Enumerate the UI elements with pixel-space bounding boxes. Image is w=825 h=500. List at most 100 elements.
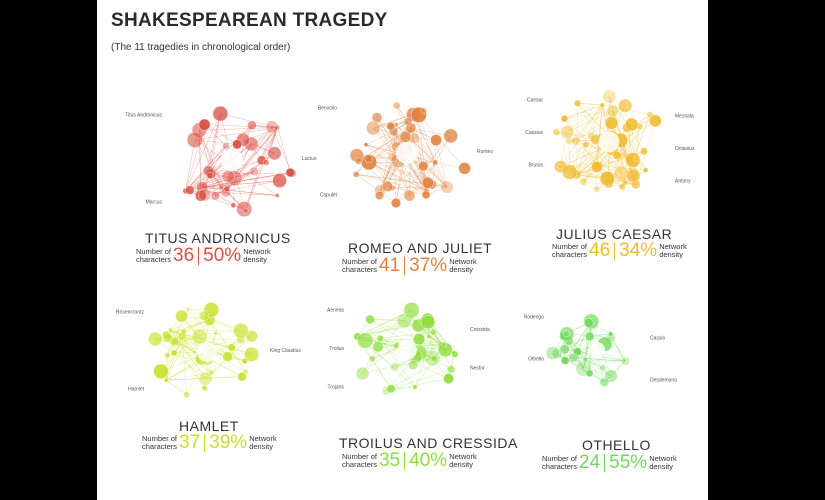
network-edge [357, 309, 412, 337]
node-label: Brutus [529, 162, 544, 168]
character-count: 37 [179, 432, 201, 453]
network-edge [170, 315, 205, 331]
network-edge [575, 104, 603, 142]
network-nodes [552, 89, 662, 193]
character-node [618, 98, 633, 113]
network-edge [369, 319, 446, 351]
character-node [612, 151, 622, 160]
character-node [413, 333, 426, 346]
network-edge [202, 180, 280, 188]
network-edge [356, 174, 433, 185]
network-edge [387, 165, 424, 187]
network-edge [607, 114, 651, 179]
network-graph: Caesar Messala Cassius Octavius Brutus Antony [525, 89, 695, 193]
play-title: ROMEO AND JULIET [348, 240, 493, 256]
character-count: 46 [589, 240, 611, 261]
stats-divider [404, 257, 406, 275]
character-node [244, 346, 260, 362]
character-node [441, 341, 447, 347]
network-edge [567, 110, 613, 133]
network-edge [573, 357, 626, 362]
character-node [552, 348, 563, 359]
character-node [642, 167, 649, 173]
character-node [582, 141, 590, 148]
network-edge [569, 104, 603, 173]
character-node [242, 207, 249, 214]
character-node [560, 125, 574, 139]
network-edge [220, 113, 278, 128]
network-edge [423, 165, 448, 188]
node-label: Octavius [675, 146, 695, 152]
character-node [285, 167, 295, 178]
character-node [399, 131, 412, 143]
network-edge [564, 104, 603, 119]
network-hub [395, 141, 419, 165]
network-graph: Titus Andronicus Lucius Marcus [125, 105, 317, 218]
network-edge [277, 127, 291, 173]
network-edge [166, 379, 187, 396]
character-node [430, 355, 438, 362]
network-edge [202, 186, 278, 196]
network-hub [197, 342, 217, 362]
network-edge [209, 319, 246, 372]
character-node [175, 309, 188, 323]
network-edge [370, 319, 405, 321]
character-node [170, 337, 180, 347]
network-edge [412, 114, 448, 188]
network-edge [202, 171, 255, 188]
network-density: 55% [609, 452, 648, 473]
network-edge [226, 171, 255, 190]
character-node [408, 360, 418, 370]
network-edge [380, 331, 434, 339]
character-node [559, 344, 570, 355]
network-edge [201, 145, 227, 188]
node-label: Messala [675, 114, 694, 120]
character-node [620, 356, 630, 366]
network-edge [357, 309, 412, 337]
character-node [181, 328, 187, 335]
character-node [185, 307, 190, 312]
network-edge [234, 171, 255, 179]
network-edge [166, 340, 187, 381]
node-label: Rosencrantz [116, 310, 145, 316]
character-node [403, 117, 413, 126]
node-label: Trojans [328, 385, 345, 391]
network-edge [245, 126, 273, 211]
character-node [354, 157, 363, 165]
network-edge [199, 127, 278, 131]
stats-divider [198, 247, 200, 265]
character-node [274, 124, 281, 131]
character-node [593, 185, 601, 193]
play-title: JULIUS CAESAR [556, 226, 673, 242]
play-stats: Number of characters 41 37% Network densit… [342, 255, 477, 276]
character-node [412, 384, 418, 390]
network-edge [575, 105, 626, 142]
node-labels: Titus Andronicus Lucius Marcus [125, 113, 317, 206]
network-edge [243, 127, 278, 210]
character-node [396, 313, 412, 328]
network-edge [585, 359, 612, 377]
character-node [443, 128, 458, 144]
character-node [625, 152, 641, 168]
character-node [243, 369, 249, 375]
network-edge [204, 124, 278, 128]
network-edge [225, 126, 273, 193]
character-node [432, 159, 439, 166]
play-stats: Number of characters 35 40% Network densit… [342, 450, 477, 471]
character-node [403, 189, 416, 202]
character-node [447, 365, 456, 374]
network-edge [591, 105, 603, 137]
network-edge [199, 130, 227, 193]
character-node [186, 131, 203, 148]
network-edge [392, 186, 447, 189]
character-node [608, 331, 614, 337]
network-nodes [148, 302, 260, 399]
network-edge [552, 352, 605, 383]
node-label: Lucius [302, 156, 317, 162]
network-edge [632, 114, 651, 161]
network-edge [202, 171, 255, 188]
network-edge [185, 113, 221, 192]
network-edge [215, 127, 278, 197]
network-edge [418, 114, 436, 163]
network-nodes [545, 313, 630, 387]
